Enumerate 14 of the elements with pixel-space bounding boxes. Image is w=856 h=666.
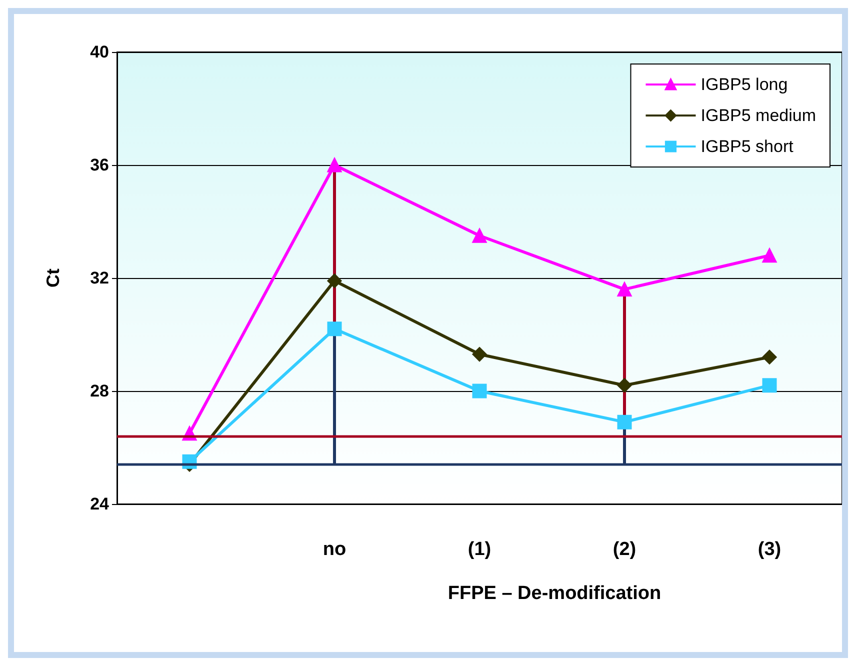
y-tick-label: 28 (90, 382, 109, 400)
x-tick-label: no (322, 539, 346, 560)
x-tick-label: (3) (758, 539, 782, 560)
legend-label: IGBP5 medium (700, 106, 816, 125)
y-tick-label: 24 (90, 494, 110, 514)
x-axis-title: FFPE – De-modification (448, 583, 662, 604)
y-tick-label: 40 (90, 42, 109, 62)
x-tick-label: (1) (468, 539, 492, 560)
legend-label: IGBP5 long (700, 75, 788, 94)
y-tick-label: 36 (90, 156, 109, 174)
y-axis-title: Ct (43, 268, 63, 288)
x-tick-label: (2) (612, 539, 636, 560)
legend-label: IGBP5 short (700, 137, 794, 156)
y-tick-label: 32 (90, 268, 109, 288)
